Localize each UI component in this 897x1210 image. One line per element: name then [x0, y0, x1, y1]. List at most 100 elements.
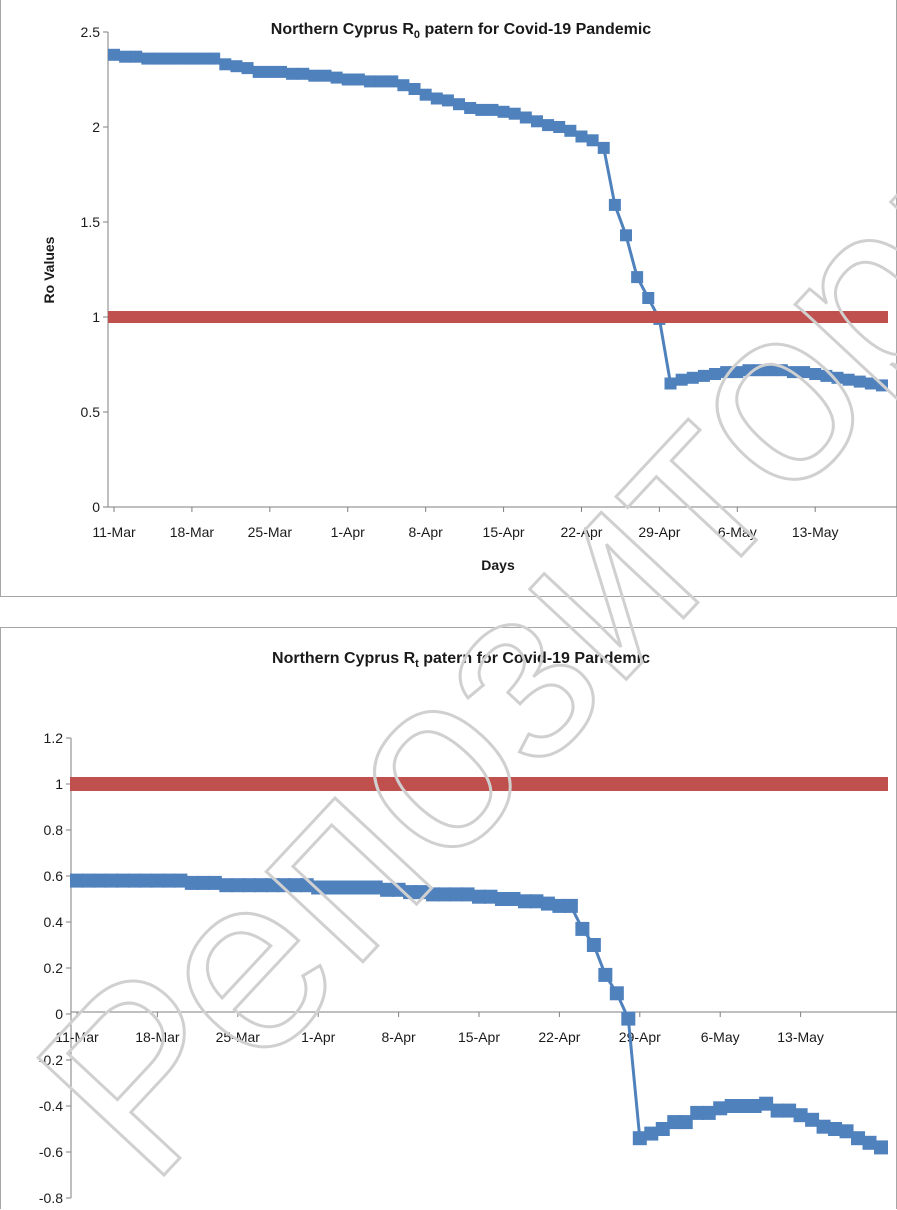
series-1-point [141, 311, 154, 323]
series-0-point [253, 878, 268, 893]
series-0-point [115, 873, 130, 888]
series-0-point [575, 921, 590, 936]
series-1-point [127, 777, 142, 791]
series-1-point [736, 777, 751, 791]
series-0-point [119, 50, 132, 63]
series-0-point [441, 94, 454, 107]
series-0-point [753, 364, 766, 377]
series-0-point [632, 1131, 647, 1146]
series-1-point [642, 311, 655, 323]
series-1-point [441, 311, 454, 323]
series-1-point [775, 311, 788, 323]
x-tick-label: 29-Apr [619, 1029, 661, 1045]
series-1-point [426, 777, 441, 791]
x-tick-label: 8-Apr [409, 524, 444, 540]
series-1-point [173, 777, 188, 791]
series-0-point [876, 379, 888, 392]
series-0-point [874, 1140, 888, 1155]
series-1-point [311, 777, 326, 791]
series-0-point [230, 878, 245, 893]
series-0-point [391, 882, 406, 897]
series-0-point [553, 121, 566, 133]
series-1-point [391, 777, 406, 791]
y-tick-label: 0.5 [81, 404, 101, 420]
series-1-point [793, 777, 808, 791]
series-1-point [375, 311, 388, 323]
y-tick-label: 1.2 [44, 730, 64, 746]
x-tick-label: 11-Mar [92, 524, 136, 540]
y-tick-label: 2 [92, 119, 100, 135]
series-0-point [364, 75, 376, 88]
series-1-point [759, 777, 774, 791]
x-tick-label: 6-May [701, 1029, 740, 1045]
series-1-point [263, 311, 276, 323]
series-1-point [631, 311, 644, 323]
series-0-point [642, 292, 655, 304]
series-0-point [408, 83, 421, 95]
series-1-point [163, 311, 176, 323]
series-1-point [70, 777, 84, 791]
series-0-point [449, 887, 464, 902]
y-tick-label: -0.2 [39, 1052, 63, 1068]
series-1-point [506, 777, 521, 791]
series-0-point [375, 75, 388, 88]
series-0-point [621, 1011, 636, 1026]
series-1-point [782, 777, 797, 791]
x-tick-label: 15-Apr [458, 1029, 500, 1045]
series-0-point [862, 1135, 877, 1150]
series-0-point [475, 103, 488, 116]
series-0-point [552, 898, 567, 913]
series-1-point [92, 777, 107, 791]
series-0-point [207, 875, 222, 890]
x-tick-label: 11-Mar [55, 1029, 99, 1045]
rt-chart: Northern Cyprus Rt patern for Covid-19 P… [39, 650, 897, 1206]
r0-chart: Northern Cyprus R0 patern for Covid-19 P… [41, 21, 897, 573]
series-0-point [276, 878, 291, 893]
series-0-point [786, 366, 799, 379]
series-0-point [483, 889, 498, 904]
series-1-point [197, 311, 210, 323]
series-1-point [386, 311, 399, 323]
series-1-point [653, 311, 666, 323]
series-0-point [330, 71, 343, 84]
series-1-point [564, 311, 577, 323]
x-tick-label: 18-Mar [135, 1029, 180, 1045]
series-0-point [542, 119, 555, 132]
series-0-point [286, 67, 299, 80]
series-0-point [798, 366, 811, 379]
series-1-point [816, 777, 831, 791]
series-1-point [530, 311, 543, 323]
series-1-point [798, 311, 811, 323]
series-0-point [736, 1099, 751, 1113]
series-1-point [667, 777, 682, 791]
series-0-point [322, 880, 337, 895]
chart-title: Northern Cyprus Rt patern for Covid-19 P… [272, 650, 650, 670]
y-axis-label: Ro Values [41, 236, 57, 303]
series-0-point [319, 69, 332, 82]
series-0-point [150, 873, 165, 888]
series-0-point [141, 52, 154, 65]
series-1-point [472, 777, 486, 791]
chart-panel-rt: Northern Cyprus Rt patern for Covid-19 P… [0, 627, 897, 1209]
series-0-point [297, 67, 310, 80]
x-axis-label: Days [481, 557, 515, 573]
series-1-point [341, 311, 354, 323]
series-0-point [426, 887, 441, 902]
series-0-point [185, 52, 198, 65]
series-0-point [667, 1115, 682, 1130]
series-1-point [609, 777, 624, 791]
series-1-point [208, 311, 221, 323]
series-0-point [311, 880, 326, 895]
x-tick-label: 1-Apr [331, 524, 366, 540]
series-1-point [575, 777, 590, 791]
x-tick-label: 22-Apr [560, 524, 602, 540]
series-0-point [161, 873, 176, 888]
series-0-point [242, 878, 257, 893]
series-0-point [265, 878, 280, 893]
series-1-point [152, 311, 165, 323]
series-1-point [770, 777, 785, 791]
series-0-point [472, 889, 486, 904]
y-tick-label: -0.8 [39, 1190, 63, 1206]
y-tick-label: 0.4 [44, 914, 64, 930]
series-1-point [104, 777, 119, 791]
